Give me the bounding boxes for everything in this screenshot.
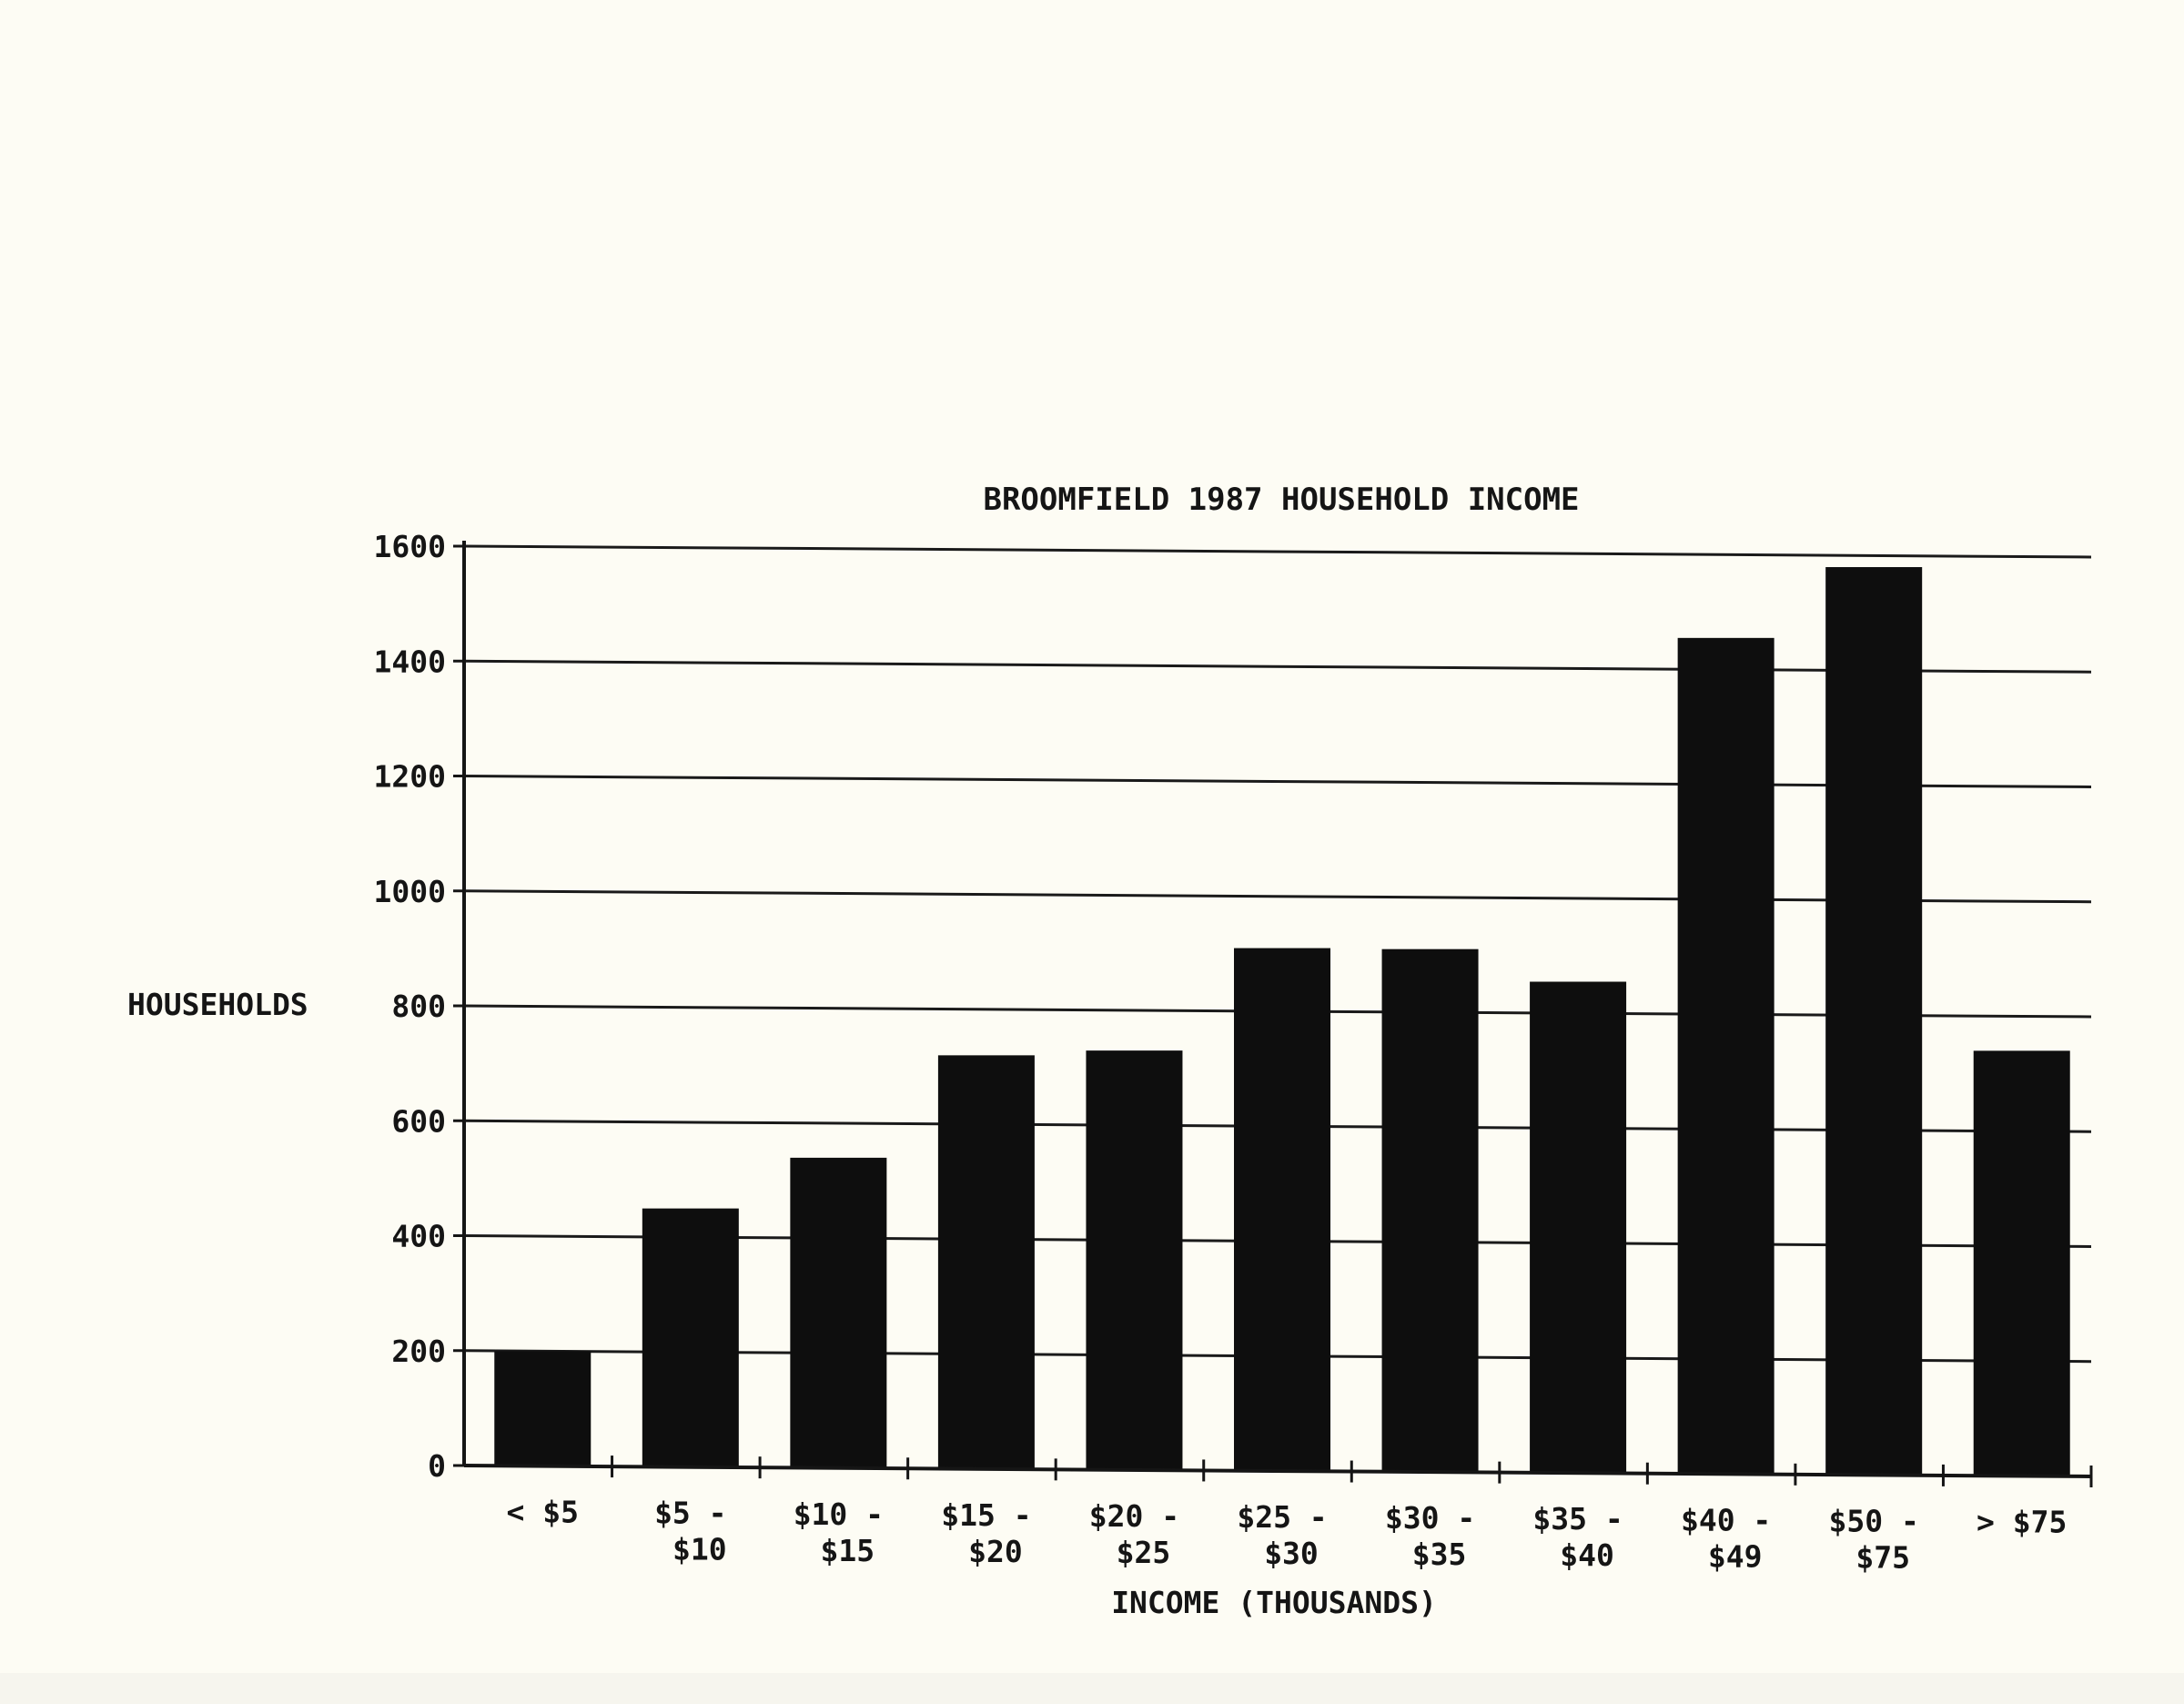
x-tick-label: $40 - <box>1681 1502 1771 1537</box>
gridline <box>463 889 2092 904</box>
bar <box>1086 1050 1183 1470</box>
x-tick-label: $25 - <box>1237 1499 1327 1535</box>
bar <box>1677 637 1774 1475</box>
y-tick-label: 1000 <box>374 874 446 909</box>
y-tick-label: 200 <box>391 1334 446 1369</box>
x-tick-label: $75 <box>1855 1539 1910 1575</box>
x-tick-label: $15 - <box>941 1497 1031 1533</box>
bar <box>1234 948 1330 1472</box>
x-tick-label: $40 <box>1560 1537 1614 1573</box>
bar <box>1973 1050 2070 1476</box>
x-tick-label: $50 - <box>1829 1503 1919 1538</box>
x-tick-label: $15 <box>821 1533 875 1568</box>
chart-title: BROOMFIELD 1987 HOUSEHOLD INCOME <box>983 482 1579 518</box>
y-tick-label: 600 <box>391 1103 446 1139</box>
gridline <box>463 544 2092 559</box>
y-tick-label: 400 <box>391 1219 446 1254</box>
x-tick-label: $30 - <box>1385 1500 1475 1536</box>
bar <box>1381 948 1479 1473</box>
bar <box>1825 567 1923 1476</box>
x-tick-label: $20 - <box>1089 1498 1179 1534</box>
gridline <box>463 659 2092 674</box>
bar <box>1530 981 1627 1474</box>
x-tick-label: $25 <box>1117 1535 1171 1570</box>
bar <box>790 1157 887 1468</box>
x-tick-label: $35 - <box>1532 1501 1623 1537</box>
y-tick-label: 1400 <box>374 644 446 679</box>
bar <box>642 1208 739 1467</box>
x-tick-label: $10 - <box>794 1496 884 1532</box>
x-tick-label: $30 <box>1264 1536 1319 1571</box>
y-tick-label: 800 <box>391 989 446 1024</box>
x-tick-label: $5 - <box>654 1496 726 1531</box>
gridline <box>463 775 2092 788</box>
y-tick-labels: 0 200 400 600 800 1000 1200 1400 1600 <box>374 529 464 1484</box>
y-axis-title: HOUSEHOLDS <box>127 987 308 1022</box>
y-tick-label: 0 <box>428 1448 446 1484</box>
x-axis-title: INCOME (THOUSANDS) <box>1111 1585 1437 1620</box>
x-tick-label: $49 <box>1708 1538 1763 1574</box>
bars <box>494 567 2070 1476</box>
x-tick-label: $20 <box>968 1534 1023 1569</box>
x-tick-label: $35 <box>1412 1537 1467 1572</box>
y-tick-label: 1200 <box>374 759 446 795</box>
x-tick-label: > $75 <box>1977 1504 2067 1539</box>
bar <box>494 1351 592 1466</box>
bar <box>937 1055 1035 1469</box>
x-tick-labels: < $5 $5 -$10 $10 -$15 $15 -$20 $20 -$25 $25 -… <box>507 1456 2093 1575</box>
x-axis-line <box>463 1464 2092 1478</box>
y-tick-label: 1600 <box>374 529 446 564</box>
axes <box>462 541 2092 1478</box>
x-tick-label: $10 <box>672 1532 727 1567</box>
x-tick-label: < $5 <box>507 1495 579 1530</box>
